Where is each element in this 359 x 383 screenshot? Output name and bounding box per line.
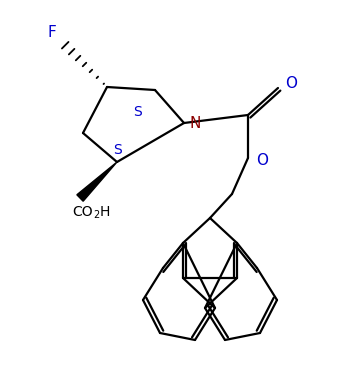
Text: O: O (256, 152, 268, 167)
Text: S: S (134, 105, 143, 119)
Text: H: H (100, 205, 110, 219)
Text: F: F (48, 25, 56, 39)
Text: O: O (285, 75, 297, 90)
Text: N: N (189, 116, 201, 131)
Text: 2: 2 (93, 210, 99, 220)
Text: CO: CO (72, 205, 93, 219)
Polygon shape (77, 162, 117, 201)
Text: S: S (114, 143, 122, 157)
